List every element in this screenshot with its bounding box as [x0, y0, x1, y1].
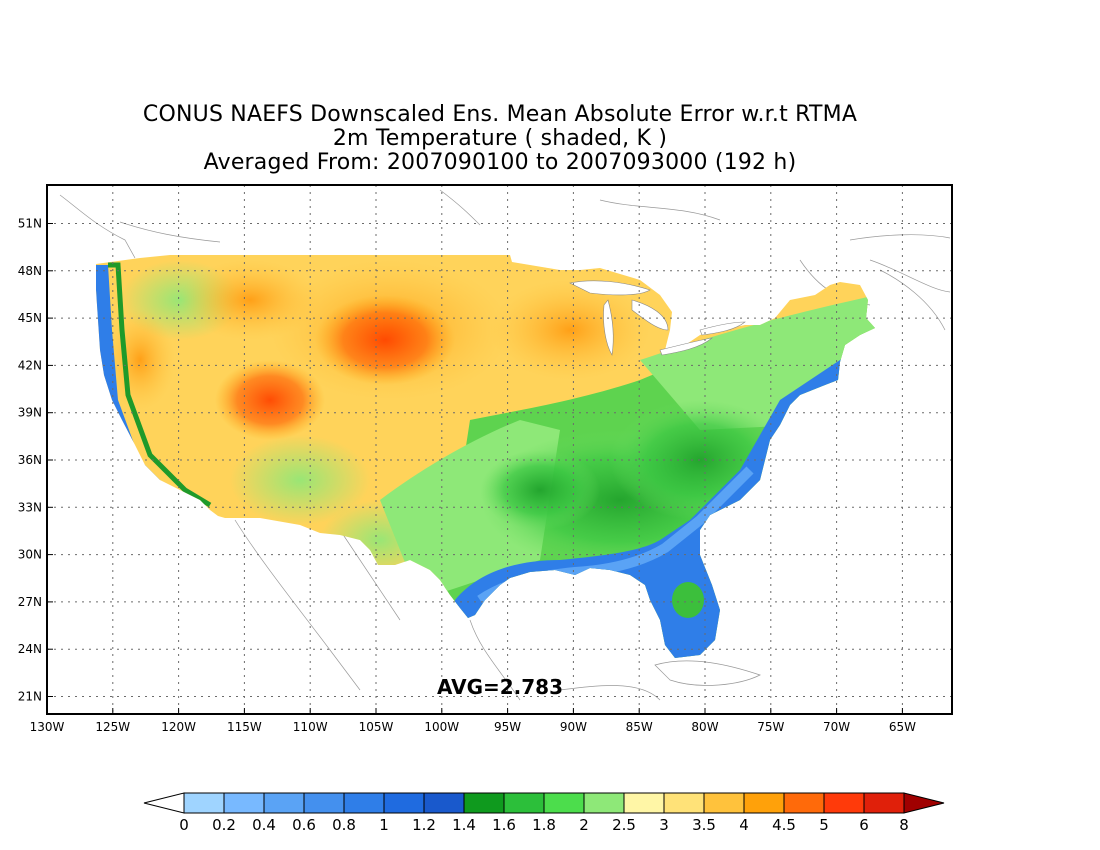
average-annotation: AVG=2.783	[437, 675, 563, 699]
colorbar-label: 8	[899, 816, 909, 834]
colorbar-swatch	[783, 792, 825, 814]
latitude-label: 51N	[18, 217, 42, 231]
longitude-label: 120W	[161, 720, 196, 734]
latitude-labels: 51N 48N 45N 42N 39N 36N 33N 30N 27N 24N 21N	[18, 217, 53, 704]
map-layers	[59, 189, 951, 701]
colorbar-swatch	[383, 792, 425, 814]
colorbar-label: 3	[659, 816, 669, 834]
colorbar-label: 4.5	[772, 816, 796, 834]
latitude-label: 30N	[18, 548, 42, 562]
map-frame	[46, 184, 953, 715]
longitude-label: 75W	[757, 720, 784, 734]
longitude-label: 100W	[424, 720, 459, 734]
latitude-label: 27N	[18, 595, 42, 609]
latitude-label: 42N	[18, 358, 42, 372]
longitude-label: 65W	[889, 720, 916, 734]
latitude-label: 45N	[18, 311, 42, 325]
colorbar-label: 2	[579, 816, 589, 834]
colorbar-swatch	[543, 792, 585, 814]
great-lakes	[569, 280, 746, 356]
title-line-1: CONUS NAEFS Downscaled Ens. Mean Absolut…	[142, 102, 858, 127]
title-line-2: 2m Temperature ( shaded, K )	[332, 126, 668, 151]
colorbar-swatch	[343, 792, 385, 814]
latitude-label: 39N	[18, 406, 42, 420]
longitude-label: 70W	[823, 720, 850, 734]
colorbar-swatch	[863, 792, 905, 814]
colorbar-swatch	[303, 792, 345, 814]
longitude-label: 85W	[626, 720, 653, 734]
colorbar-swatch	[623, 792, 665, 814]
colorbar-label: 0.6	[292, 816, 316, 834]
colorbar-swatch	[743, 792, 785, 814]
longitude-label: 130W	[30, 720, 65, 734]
colorbar-swatch	[823, 792, 865, 814]
colorbar-over-arrow	[903, 792, 945, 814]
colorbar-label: 6	[859, 816, 869, 834]
longitude-label: 125W	[95, 720, 130, 734]
colorbar-swatch	[223, 792, 265, 814]
longitude-label: 90W	[560, 720, 587, 734]
latitude-label: 24N	[18, 642, 42, 656]
colorbar-label: 5	[819, 816, 829, 834]
colorbar-label: 1.4	[452, 816, 476, 834]
colorbar-swatch	[503, 792, 545, 814]
latitude-label: 48N	[18, 264, 42, 278]
colorbar-label: 0.4	[252, 816, 276, 834]
colorbar-label: 2.5	[612, 816, 636, 834]
colorbar-label: 1.2	[412, 816, 436, 834]
colorbar-label: 1.8	[532, 816, 556, 834]
colorbar-swatch	[583, 792, 625, 814]
colorbar-label: 1.6	[492, 816, 516, 834]
longitude-label: 110W	[293, 720, 328, 734]
longitude-label: 115W	[227, 720, 262, 734]
colorbar-under-arrow	[143, 792, 185, 814]
colorbar-swatch	[663, 792, 705, 814]
colorbar-swatch	[263, 792, 305, 814]
colorbar-label: 0.2	[212, 816, 236, 834]
colorbar-labels: 0 0.2 0.4 0.6 0.8 1 1.2 1.4 1.6 1.8 2 2.5 3 3.5 4 4.5 5 6…	[179, 816, 909, 834]
colorbar-label: 1	[379, 816, 389, 834]
latitude-label: 21N	[18, 690, 42, 704]
colorbar-label: 4	[739, 816, 749, 834]
colorbar-swatch	[703, 792, 745, 814]
longitude-labels: 130W 125W 120W 115W 110W 105W 100W 95W 90W 85W 80W…	[30, 708, 916, 734]
latitude-label: 33N	[18, 500, 42, 514]
colorbar-label: 0	[179, 816, 189, 834]
colorbar-label: 3.5	[692, 816, 716, 834]
longitude-label: 105W	[359, 720, 394, 734]
country-outlines	[59, 189, 951, 701]
longitude-label: 80W	[691, 720, 718, 734]
colorbar-label: 0.8	[332, 816, 356, 834]
longitude-label: 95W	[494, 720, 521, 734]
colorbar-swatch	[183, 792, 225, 814]
latitude-label: 36N	[18, 453, 42, 467]
title-line-3: Averaged From: 2007090100 to 2007093000 …	[203, 150, 797, 175]
colorbar-swatch	[463, 792, 505, 814]
colorbar	[143, 792, 945, 814]
colorbar-swatch	[423, 792, 465, 814]
